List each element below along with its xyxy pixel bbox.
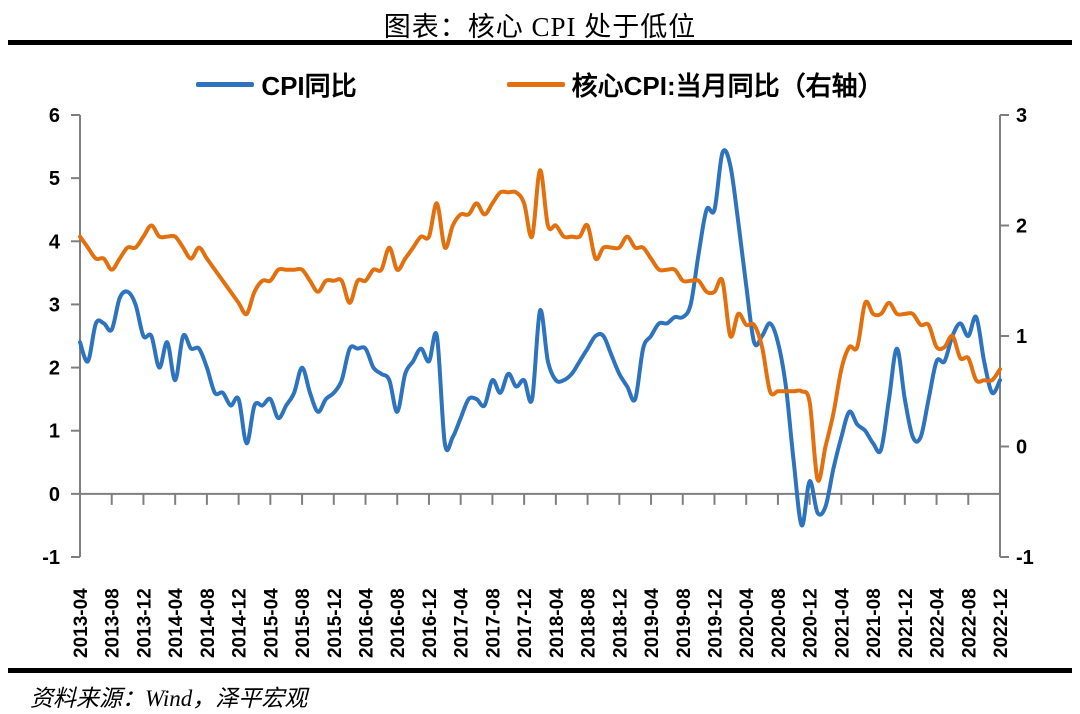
core-cpi-line-swatch — [506, 82, 565, 87]
core-cpi-series-line — [78, 168, 1002, 483]
y-axis-label-right: 1 — [1016, 326, 1027, 348]
x-axis-label: 2022-08 — [959, 588, 980, 658]
legend-item-cpi: CPI同比 — [196, 66, 357, 103]
x-axis-label: 2013-08 — [103, 588, 124, 658]
x-axis-label: 2015-12 — [325, 588, 346, 658]
y-axis-label-right: 3 — [1016, 105, 1027, 127]
x-axis-label: 2022-12 — [991, 588, 1012, 658]
x-axis-label: 2014-08 — [198, 588, 219, 658]
y-axis-label-left: 5 — [49, 168, 60, 190]
x-axis-label: 2016-04 — [357, 588, 378, 658]
x-axis-label: 2020-12 — [801, 588, 822, 658]
source-note: 资料来源：Wind，泽平宏观 — [30, 686, 308, 711]
x-axis-label: 2017-04 — [452, 588, 473, 658]
bottom-divider — [8, 668, 1072, 673]
x-axis-label: 2016-08 — [388, 588, 409, 658]
chart-title: 图表：核心 CPI 处于低位 — [383, 12, 697, 42]
legend: CPI同比 核心CPI:当月同比（右轴） — [0, 66, 1080, 103]
legend-item-core-cpi: 核心CPI:当月同比（右轴） — [506, 66, 884, 103]
y-axis-label-left: 4 — [49, 231, 61, 253]
y-axis-label-left: 2 — [49, 358, 60, 380]
y-axis-label-left: 6 — [49, 105, 60, 127]
cpi-series-line — [78, 148, 1002, 528]
cpi-legend-label: CPI同比 — [261, 71, 357, 101]
x-axis-label: 2020-08 — [769, 588, 790, 658]
y-axis-label-left: -1 — [42, 547, 60, 569]
x-axis-label: 2019-08 — [674, 588, 695, 658]
x-axis-label: 2022-04 — [928, 588, 949, 658]
x-axis-label: 2018-08 — [579, 588, 600, 658]
x-axis-label: 2020-04 — [737, 588, 758, 658]
y-axis-label-right: 0 — [1016, 437, 1027, 459]
x-axis-label: 2014-12 — [230, 588, 251, 658]
x-axis-label: 2019-04 — [642, 588, 663, 658]
y-axis-label-right: -1 — [1016, 547, 1034, 569]
x-axis-label: 2021-08 — [864, 588, 885, 658]
x-axis-label: 2021-04 — [832, 588, 853, 658]
top-divider — [8, 40, 1072, 45]
y-axis-label-left: 0 — [49, 484, 60, 506]
x-axis-label: 2016-12 — [420, 588, 441, 658]
y-axis-label-left: 1 — [49, 421, 60, 443]
x-axis-label: 2017-12 — [515, 588, 536, 658]
core-cpi-legend-label: 核心CPI:当月同比（右轴） — [571, 71, 884, 101]
y-axis-label-right: 2 — [1016, 216, 1027, 238]
cpi-line-swatch — [196, 82, 255, 87]
x-axis-label: 2018-04 — [547, 588, 568, 658]
x-axis-label: 2021-12 — [896, 588, 917, 658]
x-axis-label: 2015-08 — [293, 588, 314, 658]
y-axis-label-left: 3 — [49, 294, 60, 316]
x-axis-label: 2019-12 — [705, 588, 726, 658]
x-axis-label: 2015-04 — [261, 588, 282, 658]
x-axis-label: 2013-04 — [71, 588, 92, 658]
x-axis-label: 2013-12 — [134, 588, 155, 658]
x-axis-label: 2014-04 — [166, 588, 187, 658]
x-axis-label: 2018-12 — [610, 588, 631, 658]
x-axis-label: 2017-08 — [483, 588, 504, 658]
